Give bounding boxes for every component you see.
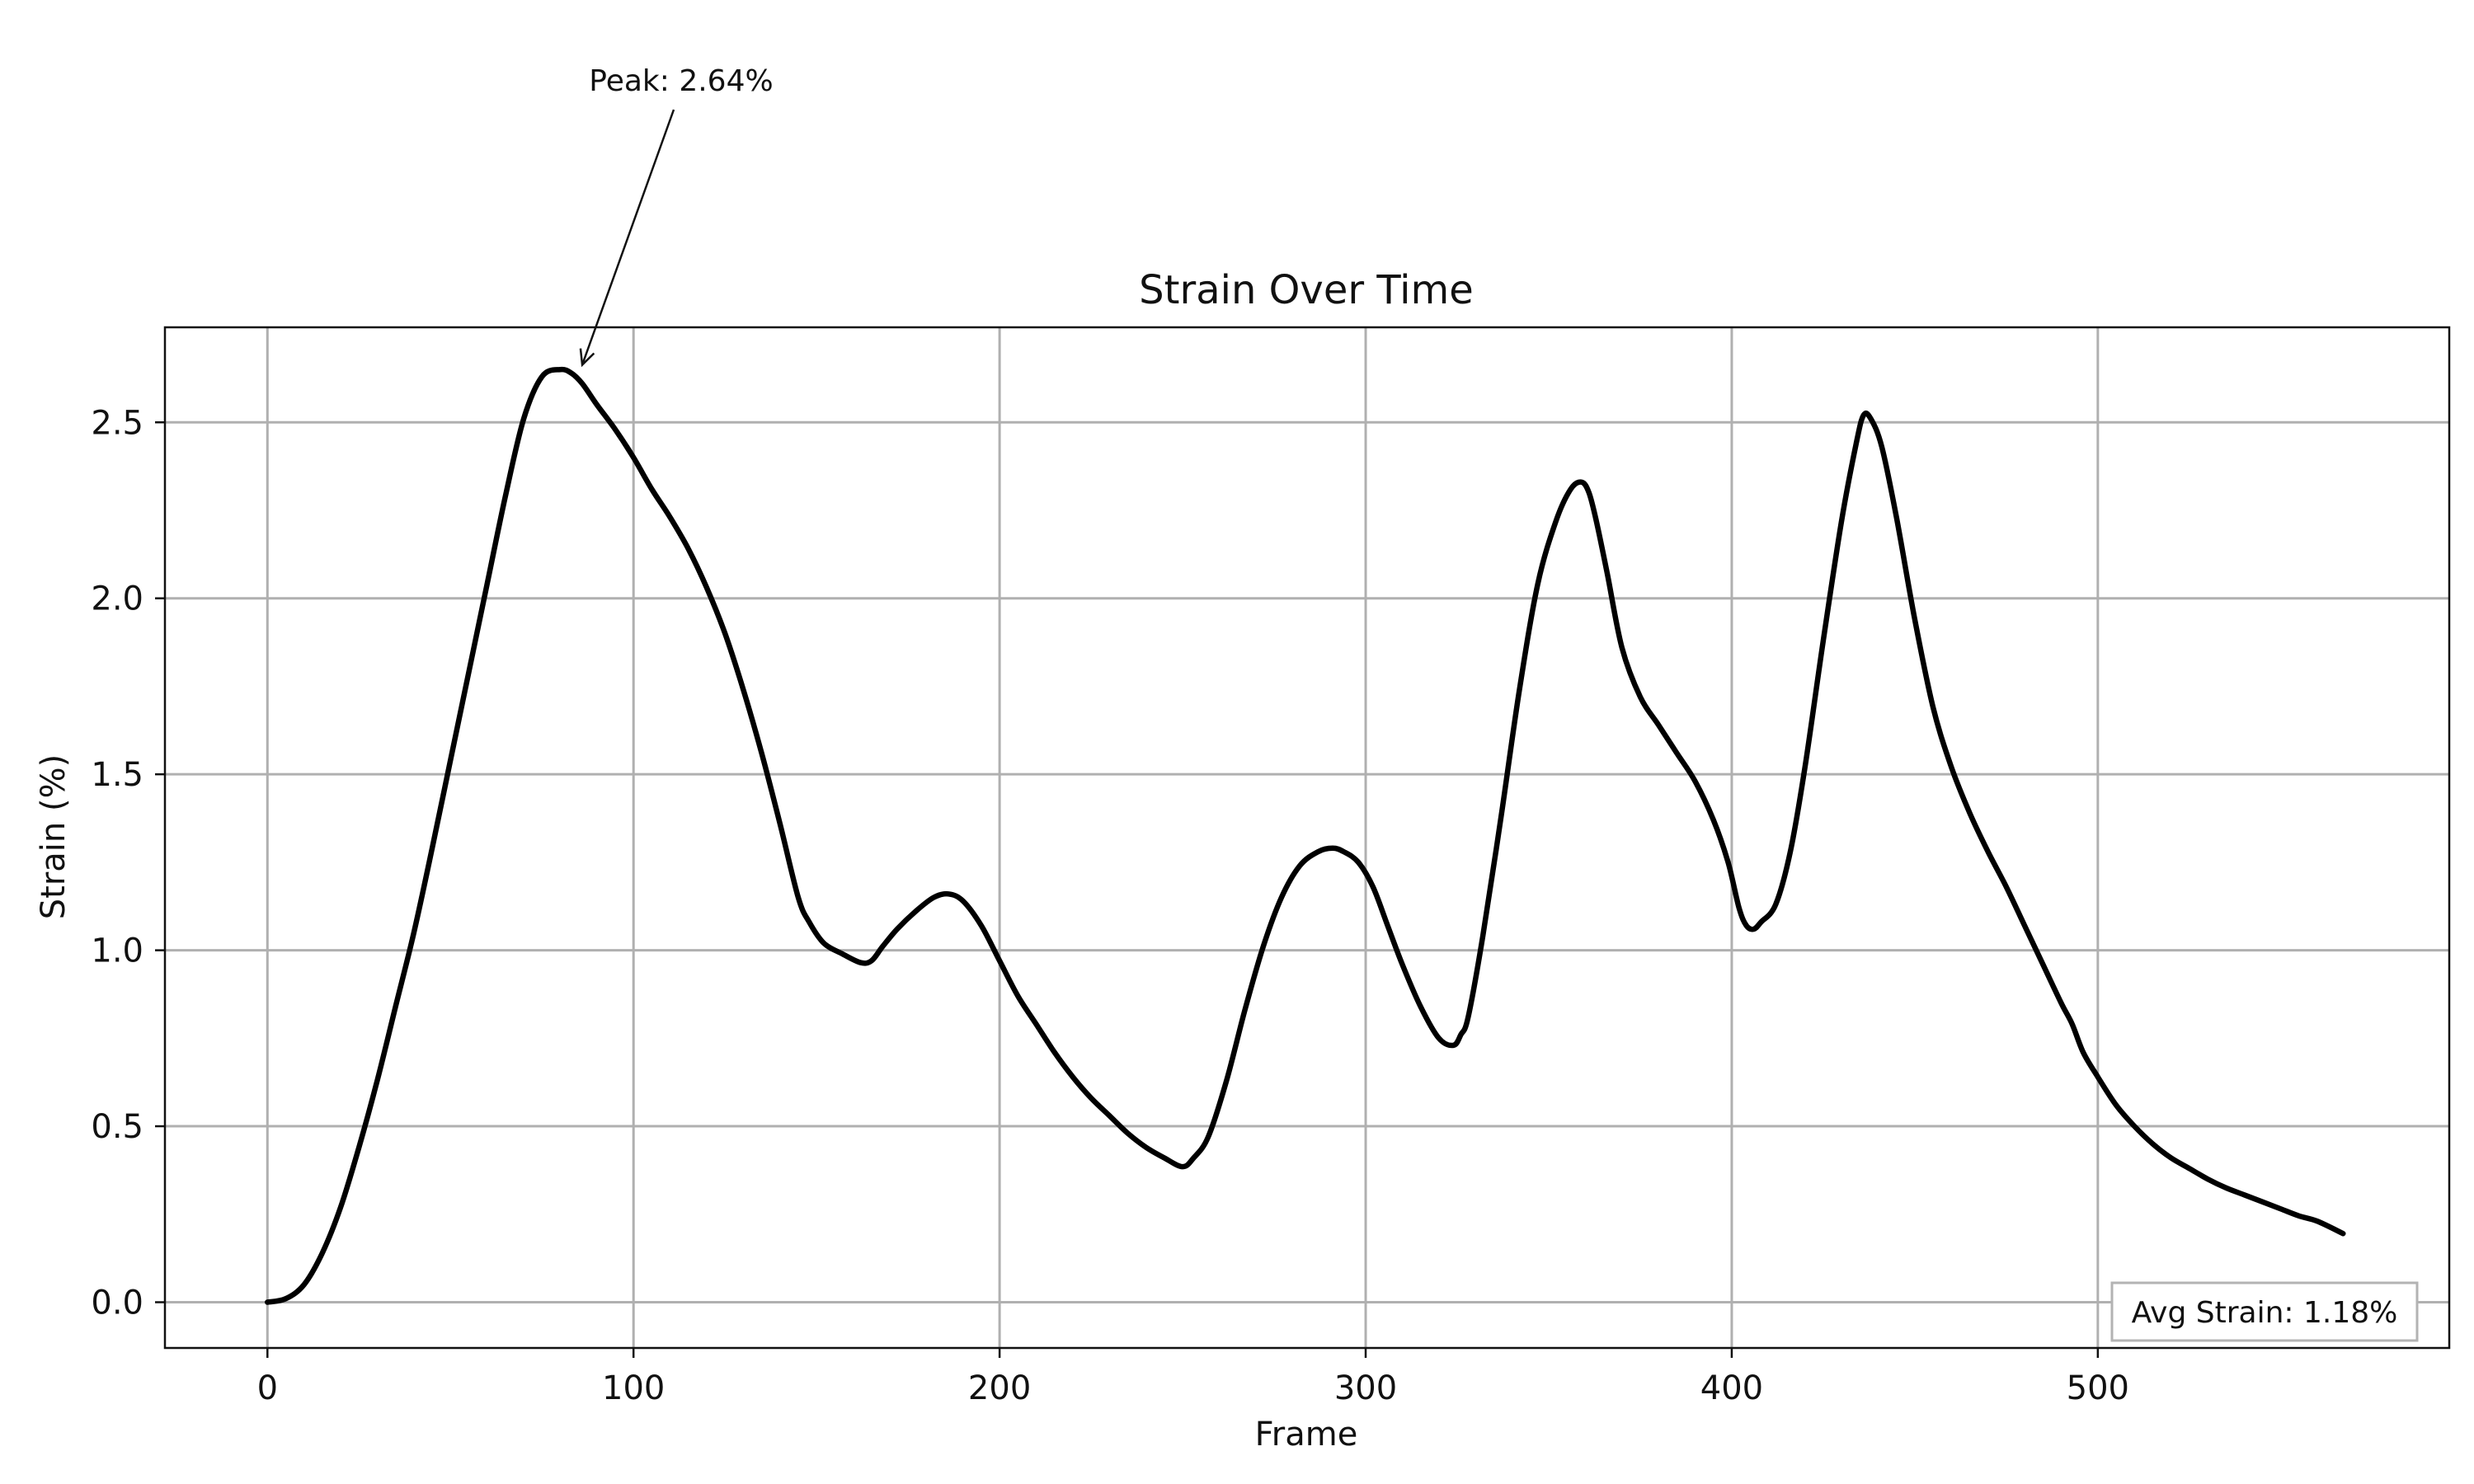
y-tick-label: 1.0	[91, 932, 143, 970]
y-tick-label: 1.5	[91, 756, 143, 794]
y-axis-label: Strain (%)	[35, 754, 73, 919]
x-tick-label: 0	[257, 1369, 278, 1407]
x-tick-label: 500	[2067, 1369, 2129, 1407]
avg-strain-label: Avg Strain: 1.18%	[2132, 1296, 2398, 1330]
x-tick-label: 300	[1334, 1369, 1397, 1407]
x-axis-ticks: 0 100 200 300 400 500	[257, 1348, 2129, 1407]
avg-strain-box	[2110, 1281, 2419, 1342]
x-tick-label: 400	[1700, 1369, 1763, 1407]
strain-series-line	[265, 366, 2346, 1305]
series-layer	[265, 366, 2346, 1305]
y-tick-label: 2.5	[91, 404, 143, 442]
y-tick-label: 0.5	[91, 1108, 143, 1146]
x-axis-label: Frame	[1255, 1416, 1358, 1453]
grid	[165, 327, 2449, 1348]
x-tick-label: 100	[602, 1369, 665, 1407]
peak-arrow-line	[581, 109, 675, 365]
avg-strain-annotation: Avg Strain: 1.18%	[2110, 1281, 2419, 1342]
plot-frame	[163, 326, 2451, 1350]
peak-annotation: Peak: 2.64%	[579, 64, 774, 368]
y-tick-label: 0.0	[91, 1284, 143, 1322]
y-axis-ticks: 0.0 0.5 1.0 1.5 2.0 2.5	[91, 404, 165, 1322]
peak-label: Peak: 2.64%	[589, 64, 773, 98]
y-tick-label: 2.0	[91, 580, 143, 618]
peak-arrow-head	[579, 348, 595, 368]
x-tick-label: 200	[968, 1369, 1031, 1407]
chart-title: Strain Over Time	[1139, 267, 1474, 313]
